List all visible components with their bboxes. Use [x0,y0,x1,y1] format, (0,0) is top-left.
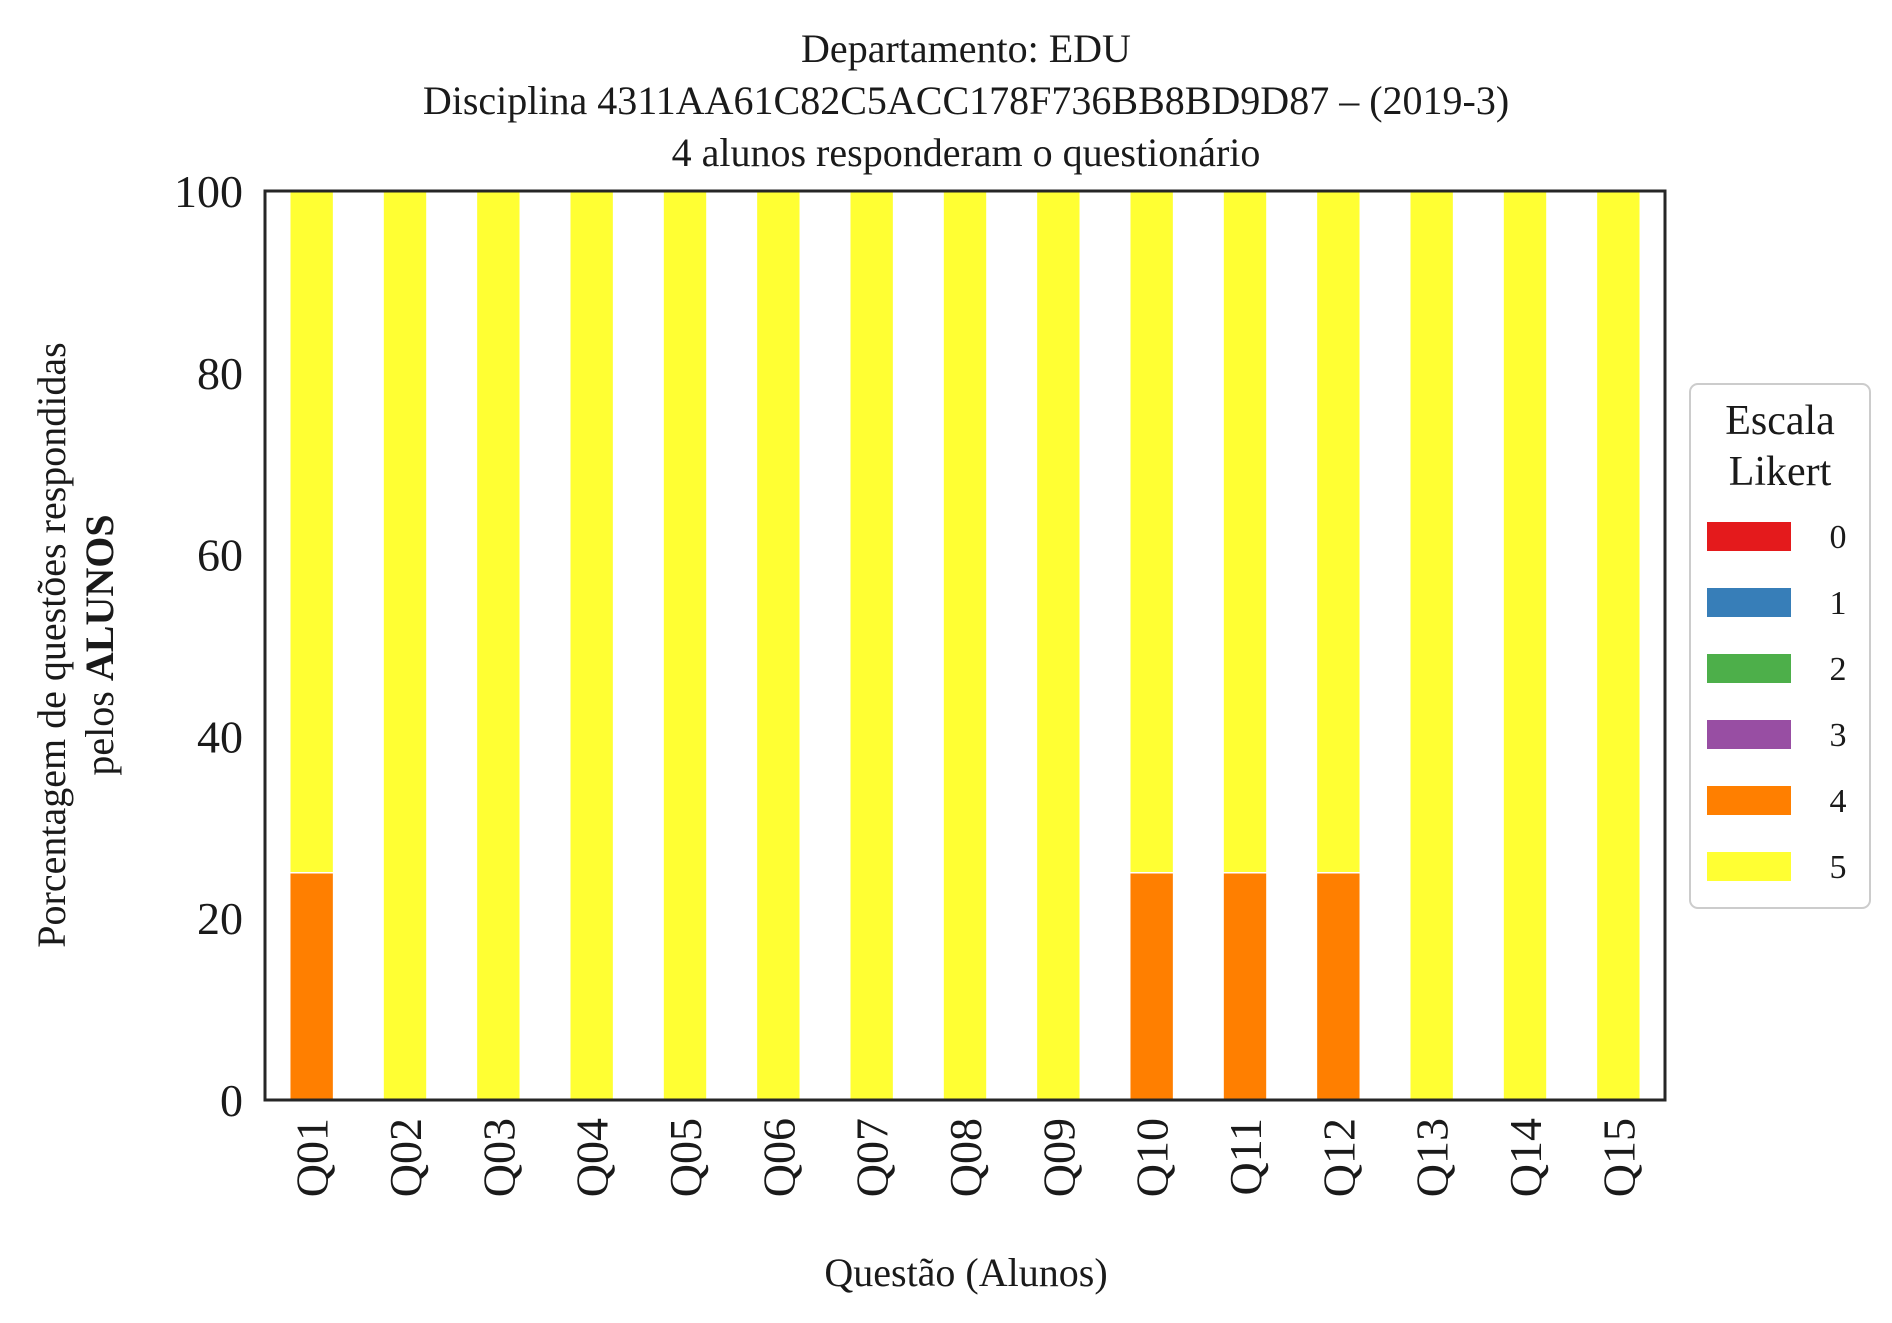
bar-q05-likert-5 [662,190,708,1101]
x-tick-label-q07: Q07 [847,1118,898,1197]
legend-swatch-2 [1707,654,1791,683]
legend-label-1: 1 [1830,585,1847,622]
bar-q10-likert-4 [1128,872,1175,1101]
y-axis-label-bold: ALUNOS [77,514,122,681]
y-axis-label: Porcentagem de questões respondidas pelo… [29,342,122,947]
bar-q11-likert-5 [1222,190,1268,874]
y-axis-label-prefix: pelos [77,681,122,775]
x-tick-label-q12: Q12 [1313,1118,1364,1197]
legend-swatch-3 [1707,720,1791,749]
x-tick-label-q09: Q09 [1033,1118,1084,1197]
legend-swatch-5 [1707,852,1791,881]
y-tick-label-60: 60 [197,530,243,581]
legend-frame [1689,383,1871,909]
title-line-3: 4 alunos responderam o questionário [672,130,1261,175]
bar-q10-likert-5 [1128,190,1175,874]
y-axis-label-line-2: pelos ALUNOS [77,514,122,775]
legend-items: 0 1 2 3 4 5 [1707,519,1847,886]
x-tick-label-q06: Q06 [753,1118,804,1197]
x-tick-label-q15: Q15 [1593,1118,1644,1197]
x-tick-label-q14: Q14 [1500,1118,1551,1197]
chart-title: Departamento: EDU Disciplina 4311AA61C82… [423,26,1509,175]
bar-q01-likert-5 [288,190,335,874]
bar-q08-likert-5 [942,190,988,1101]
x-tick-label-q11: Q11 [1220,1118,1271,1196]
y-tick-label-0: 0 [220,1075,243,1126]
bar-q09-likert-5 [1035,190,1082,1101]
legend-swatch-1 [1707,588,1791,617]
y-tick-label-40: 40 [197,711,243,762]
bars-layer [288,190,1642,1101]
bar-q06-likert-5 [755,190,802,1101]
title-line-2: Disciplina 4311AA61C82C5ACC178F736BB8BD9… [423,78,1509,123]
bar-q03-likert-5 [475,190,522,1101]
x-axis-label: Questão (Alunos) [824,1250,1107,1295]
x-ticks: Q01 Q02 Q03 Q04 Q05 Q06 Q07 Q08 Q09 Q10 Q11 Q12 Q13 Q… [287,1118,1645,1197]
bar-q14-likert-5 [1502,190,1548,1101]
bar-q15-likert-5 [1595,190,1642,1101]
bar-q04-likert-5 [568,190,615,1101]
y-tick-label-80: 80 [197,348,243,399]
y-tick-label-20: 20 [197,893,243,944]
plot-frame [263,189,1667,1102]
legend-swatch-4 [1707,786,1791,815]
legend-label-5: 5 [1830,849,1847,886]
legend-title-line-1: Escala [1725,398,1835,444]
legend-label-0: 0 [1830,519,1847,556]
x-tick-label-q02: Q02 [380,1118,431,1197]
bar-q02-likert-5 [382,190,428,1101]
bar-q12-likert-5 [1315,190,1362,874]
bar-q01-likert-4 [288,872,335,1101]
y-tick-label-100: 100 [174,166,243,217]
x-tick-label-q01: Q01 [287,1118,338,1197]
bar-q11-likert-4 [1222,872,1268,1101]
legend-title-line-2: Likert [1729,449,1832,495]
bar-q12-likert-4 [1315,872,1362,1101]
y-ticks: 0 20 40 60 80 100 [174,166,243,1126]
legend-label-3: 3 [1830,717,1847,754]
x-tick-label-q08: Q08 [940,1118,991,1197]
x-tick-label-q03: Q03 [473,1118,524,1197]
x-tick-label-q05: Q05 [660,1118,711,1197]
legend-swatch-0 [1707,522,1791,551]
y-axis-label-line-1: Porcentagem de questões respondidas [29,342,74,947]
legend-label-4: 4 [1830,783,1847,820]
x-tick-label-q10: Q10 [1127,1118,1178,1197]
bar-q13-likert-5 [1408,190,1455,1101]
bar-q07-likert-5 [848,190,895,1101]
legend: Escala Likert 0 1 2 3 4 5 [1689,383,1871,909]
x-tick-label-q04: Q04 [567,1118,618,1197]
x-tick-label-q13: Q13 [1407,1118,1458,1197]
legend-label-2: 2 [1830,651,1847,688]
title-line-1: Departamento: EDU [801,26,1131,71]
